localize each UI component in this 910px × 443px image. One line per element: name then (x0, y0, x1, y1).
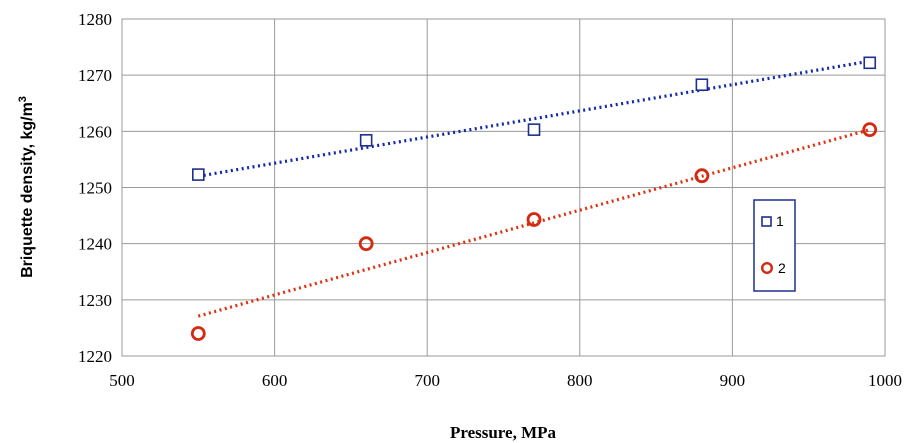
x-tick-label: 800 (567, 371, 593, 390)
legend-label-1: 1 (776, 213, 784, 229)
x-tick-label: 700 (414, 371, 440, 390)
legend-marker-circle (761, 262, 774, 275)
trendline-series-1 (198, 59, 871, 178)
y-axis-label: Briquette density, kg/m3 (17, 96, 36, 278)
legend-box (753, 199, 796, 292)
y-tick-label: 1230 (78, 291, 112, 310)
data-point-series-2 (358, 236, 374, 252)
x-tick-labels: 500 600 700 800 900 1000 (109, 371, 902, 390)
y-tick-label: 1220 (78, 347, 112, 366)
x-tick-label: 1000 (868, 371, 902, 390)
data-point-series-1 (695, 78, 709, 92)
grid-lines (121, 18, 886, 357)
trendline-series-2 (197, 128, 871, 318)
x-tick-label: 600 (262, 371, 288, 390)
y-tick-labels: 1220 1230 1240 1250 1260 1270 1280 (78, 10, 112, 366)
data-point-series-2 (190, 326, 206, 341)
trendlines (197, 59, 871, 318)
data-point-series-1 (863, 56, 877, 70)
y-tick-label: 1240 (78, 235, 112, 254)
legend: 1 2 (753, 199, 796, 292)
data-point-series-2 (526, 212, 542, 227)
y-tick-label: 1250 (78, 179, 112, 198)
data-markers (190, 56, 878, 341)
data-point-series-1 (527, 123, 541, 136)
y-tick-label: 1270 (78, 66, 112, 85)
legend-label-2: 2 (778, 260, 786, 276)
data-point-series-2 (694, 168, 710, 184)
x-tick-label: 900 (720, 371, 746, 390)
data-point-series-1 (192, 168, 205, 181)
x-tick-label: 500 (109, 371, 135, 390)
y-tick-label: 1260 (78, 122, 112, 141)
y-axis-label-superscript: 3 (17, 96, 29, 102)
legend-marker-square (761, 216, 772, 227)
y-tick-label: 1280 (78, 10, 112, 29)
data-point-series-2 (862, 122, 878, 138)
data-point-series-1 (359, 134, 373, 147)
x-axis-label: Pressure, MPa (450, 423, 557, 442)
y-axis-label-main: Briquette density, kg/m (19, 102, 36, 278)
